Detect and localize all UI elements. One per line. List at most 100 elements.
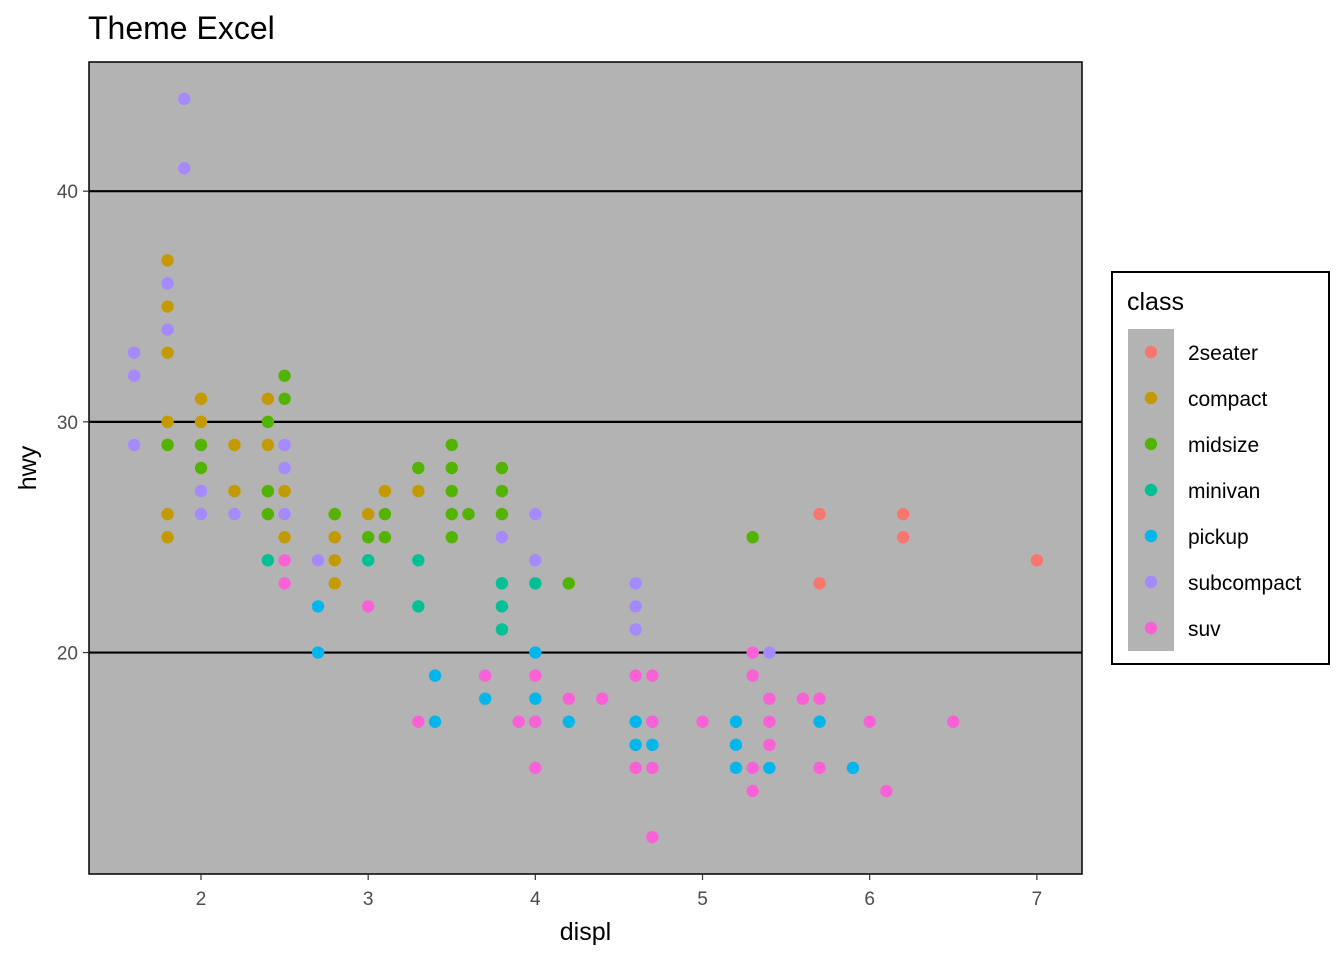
y-axis-title: hwy (14, 445, 42, 490)
data-point (361, 531, 375, 544)
data-point (194, 438, 208, 452)
data-point (796, 692, 810, 705)
data-point (428, 715, 442, 728)
data-point (729, 761, 743, 775)
data-point (161, 346, 174, 359)
series-suv (278, 554, 960, 844)
data-point (361, 507, 375, 521)
data-point (495, 484, 509, 498)
data-point (629, 600, 642, 613)
data-point (629, 669, 642, 682)
data-point (495, 461, 509, 475)
data-point (445, 438, 458, 452)
data-point (445, 484, 458, 498)
data-point (194, 392, 208, 405)
data-point (445, 507, 458, 521)
data-point (194, 461, 208, 475)
data-point (896, 507, 910, 521)
data-point (729, 715, 743, 728)
data-point (278, 554, 291, 567)
data-point (228, 484, 241, 498)
series-minivan (261, 554, 542, 636)
y-tick-label: 30 (57, 413, 78, 434)
data-point (629, 761, 642, 775)
data-point (763, 692, 776, 705)
data-point (529, 577, 542, 590)
data-point (629, 577, 642, 590)
data-point (529, 715, 542, 728)
x-tick-label: 7 (1032, 889, 1043, 910)
data-point (746, 784, 759, 798)
data-point (378, 484, 392, 498)
data-point (445, 461, 458, 475)
data-point (161, 415, 174, 429)
data-point (512, 715, 525, 728)
data-point (161, 531, 174, 544)
data-point (596, 692, 609, 705)
data-point (127, 346, 141, 359)
data-point (261, 507, 275, 521)
data-point (1030, 554, 1044, 567)
data-point (813, 507, 826, 521)
data-point (194, 484, 208, 498)
x-axis: 2 3 4 5 6 7 (196, 874, 1042, 910)
y-tick-label: 20 (57, 644, 78, 665)
legend-key-minivan (1144, 483, 1158, 497)
series-2seater (813, 507, 1044, 590)
data-point (629, 738, 642, 752)
data-point (127, 438, 141, 452)
gridlines (89, 190, 1082, 654)
x-tick-label: 2 (196, 889, 207, 910)
data-point (328, 531, 341, 544)
legend-label: subcompact (1188, 572, 1301, 595)
data-point (763, 646, 776, 659)
data-point (562, 692, 575, 705)
data-point (261, 392, 275, 405)
data-point (194, 507, 208, 521)
data-point (529, 692, 542, 705)
data-point (278, 577, 291, 590)
data-point (529, 554, 542, 567)
data-point (529, 761, 542, 775)
legend-key-subcompact (1144, 575, 1158, 589)
data-point (629, 623, 642, 636)
y-axis: 20 30 40 (57, 182, 89, 665)
data-point (880, 784, 893, 798)
data-point (763, 761, 776, 775)
data-point (361, 554, 375, 567)
data-point (127, 369, 141, 382)
data-point (562, 577, 575, 590)
data-point (261, 438, 275, 452)
data-point (462, 507, 475, 521)
legend: class 2seater compact midsize minivan pickup… (1111, 271, 1330, 665)
data-point (178, 161, 191, 175)
data-point (629, 715, 642, 728)
legend-label: 2seater (1188, 342, 1258, 365)
data-point (261, 484, 275, 498)
series-midsize (161, 369, 759, 590)
x-tick-label: 6 (864, 889, 875, 910)
legend-key-2seater (1144, 345, 1158, 359)
x-axis-title: displ (560, 918, 611, 946)
data-point (495, 623, 509, 636)
data-point (846, 761, 860, 775)
data-point (378, 531, 392, 544)
legend-key-compact (1144, 391, 1158, 405)
data-point (763, 715, 776, 728)
data-point (311, 554, 325, 567)
data-point (261, 554, 275, 567)
legend-key-suv (1144, 621, 1158, 635)
data-point (646, 738, 659, 752)
data-point (495, 531, 509, 544)
data-point (529, 646, 542, 659)
legend-label: minivan (1188, 480, 1260, 503)
data-point (278, 369, 291, 382)
data-point (278, 392, 291, 405)
data-point (161, 507, 174, 521)
plot-panel (89, 62, 1082, 874)
data-point (412, 715, 425, 728)
plot-border (88, 61, 1083, 875)
data-point (495, 507, 509, 521)
data-points (127, 92, 1044, 844)
legend-label: suv (1188, 618, 1221, 641)
